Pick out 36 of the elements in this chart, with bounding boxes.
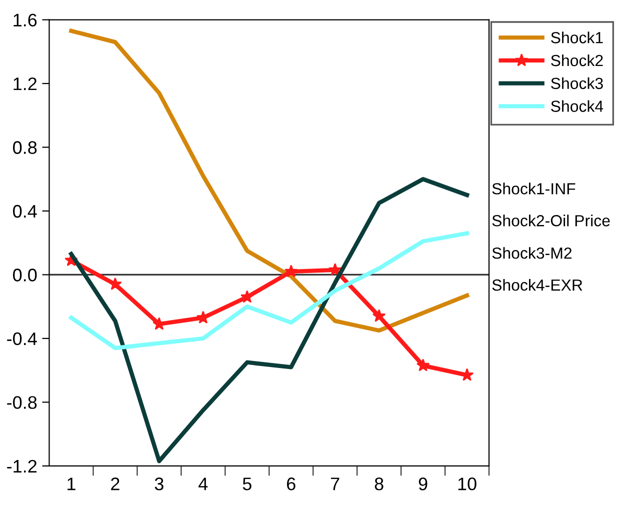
- x-tick-label: 7: [331, 478, 340, 490]
- line-series: [69, 177, 470, 464]
- line-series: [69, 231, 470, 350]
- text: Shock4-EXR: [492, 279, 582, 291]
- line-series: [69, 28, 470, 333]
- y-tick-label: -1.2: [7, 460, 37, 472]
- x-tick-label: 5: [242, 478, 252, 490]
- point: [196, 310, 210, 324]
- legend-label: Shock2: [551, 54, 603, 66]
- point: [328, 262, 342, 276]
- point: [240, 290, 254, 303]
- y-tick-label: -0.8: [7, 396, 37, 409]
- legend-label: Shock1: [551, 32, 603, 44]
- point: [372, 309, 386, 322]
- x-tick-label: 1: [68, 478, 76, 490]
- text: Shock1-INF: [492, 182, 576, 194]
- x-tick-label: 4: [198, 478, 208, 490]
- y-tick-label: 0.8: [13, 141, 37, 154]
- legend-label: Shock4: [551, 100, 604, 112]
- legend-label: Shock3: [551, 77, 603, 90]
- y-tick-label: -0.4: [7, 332, 37, 346]
- y-tick-label: 1.6: [14, 14, 37, 26]
- point: [108, 277, 122, 290]
- point: [416, 358, 430, 372]
- x-tick-label: 3: [154, 478, 164, 490]
- text: Shock3-M2: [492, 247, 572, 259]
- y-tick-label: 0.0: [13, 268, 37, 282]
- y-tick-label: 0.4: [13, 204, 37, 218]
- x-tick-label: 6: [287, 478, 296, 490]
- point: [284, 264, 298, 278]
- text: Shock2-Oil Price: [492, 214, 610, 226]
- x-tick-label: 10: [458, 478, 476, 490]
- x-tick-label: 8: [374, 478, 384, 490]
- y-tick-label: 1.2: [14, 77, 37, 90]
- x-tick-label: 2: [111, 478, 120, 490]
- x-tick-label: 9: [418, 478, 428, 490]
